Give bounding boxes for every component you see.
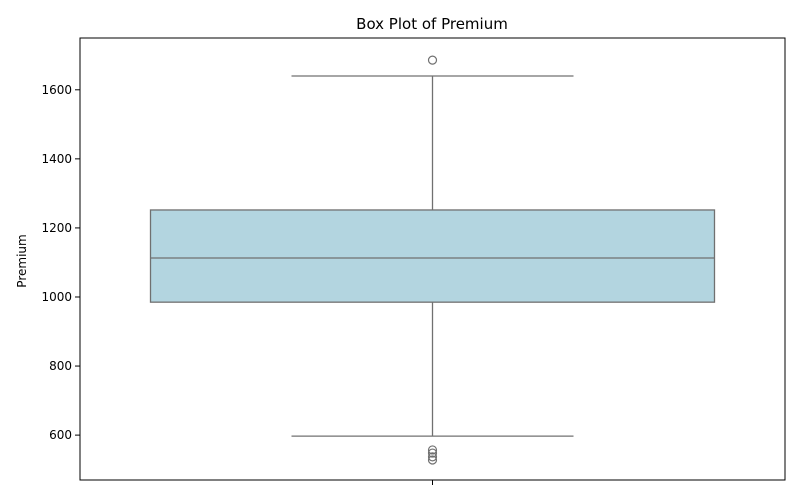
y-tick-label: 1600 — [41, 83, 72, 97]
plot-area: 600 800 1000 1200 1400 1600 — [41, 37, 786, 485]
chart-title: Box Plot of Premium — [356, 15, 508, 33]
outlier-point — [427, 445, 438, 455]
iqr-box — [149, 209, 716, 303]
y-tick-label: 800 — [49, 359, 72, 373]
outlier-point — [427, 452, 438, 462]
y-axis-title: Premium — [15, 234, 29, 287]
outlier-point — [427, 55, 438, 65]
outlier-point — [427, 448, 438, 458]
y-tick-label: 1400 — [41, 152, 72, 166]
y-tick-label: 1000 — [41, 290, 72, 304]
y-tick-label: 600 — [49, 428, 72, 442]
plot-frame — [79, 37, 786, 481]
outlier-point — [427, 455, 438, 465]
y-tick-label: 1200 — [41, 221, 72, 235]
